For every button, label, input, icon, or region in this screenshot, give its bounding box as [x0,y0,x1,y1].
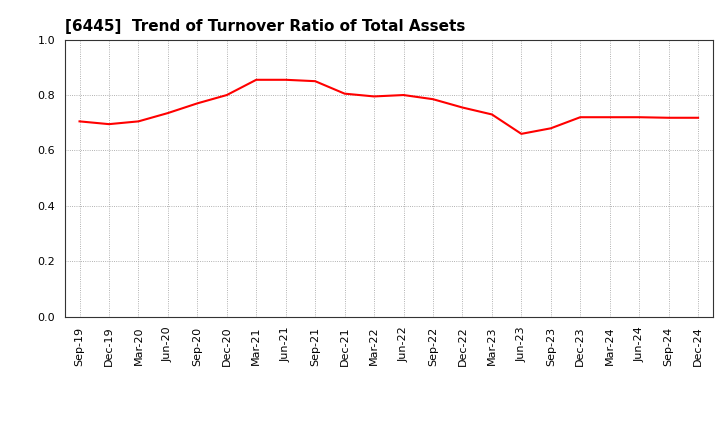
Text: [6445]  Trend of Turnover Ratio of Total Assets: [6445] Trend of Turnover Ratio of Total … [65,19,465,34]
